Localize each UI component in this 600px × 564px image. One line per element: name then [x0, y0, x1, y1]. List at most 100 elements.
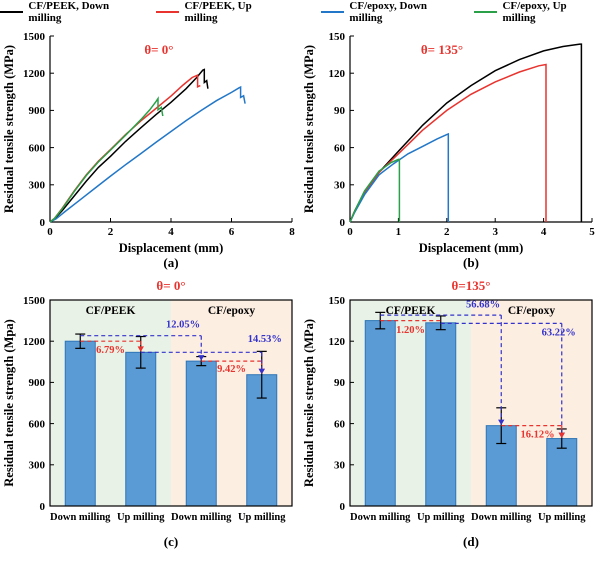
series-line [49, 96, 164, 223]
series-line [49, 85, 246, 223]
svg-text:CF/epoxy: CF/epoxy [208, 305, 256, 317]
svg-text:Up milling: Up milling [417, 512, 465, 523]
series-line [49, 68, 209, 223]
svg-text:0: 0 [347, 226, 353, 238]
axes: 0 1 2 3 4 5 0 30 60 90 120 150 [329, 31, 596, 238]
svg-text:CF/PEEK: CF/PEEK [86, 305, 136, 317]
bar [64, 340, 96, 507]
svg-text:16.12%: 16.12% [520, 429, 554, 440]
svg-text:300: 300 [29, 180, 46, 192]
bar-chart-theta-135: CF/PEEK CF/epoxy 0 30 60 90 120 150 Down milling… [302, 278, 593, 549]
legend-label: CF/PEEK, Up milling [184, 0, 252, 24]
svg-text:(b): (b) [463, 255, 479, 270]
series [349, 43, 583, 223]
svg-text:2: 2 [108, 226, 114, 238]
svg-text:14.53%: 14.53% [248, 334, 282, 345]
svg-text:Down milling: Down milling [471, 512, 532, 523]
svg-text:6.79%: 6.79% [96, 345, 125, 356]
bar [185, 360, 217, 507]
chart-grid: 0 2 4 6 8 0 300 600 900 1200 1500 Displacement (mm)… [0, 24, 600, 564]
axes: 0 30 60 90 120 150 Down milling Up milling Down … [329, 295, 587, 523]
svg-text:1200: 1200 [23, 68, 46, 80]
svg-text:5: 5 [589, 226, 595, 238]
legend-line-swatch [474, 11, 498, 13]
svg-text:θ=135°: θ=135° [452, 278, 491, 293]
svg-text:60: 60 [334, 418, 346, 430]
line-chart-theta-0: 0 2 4 6 8 0 300 600 900 1200 1500 Displacement (mm)… [2, 31, 295, 270]
svg-text:(d): (d) [463, 534, 479, 549]
svg-text:(a): (a) [163, 255, 178, 270]
svg-text:60: 60 [334, 142, 346, 154]
series-line [349, 158, 401, 223]
svg-text:4: 4 [168, 226, 174, 238]
legend-item-cfepoxy-down: CF/epoxy, Down milling [321, 0, 460, 24]
svg-text:1500: 1500 [23, 31, 46, 43]
bars [64, 333, 278, 507]
legend-item-cfpeek-down: CF/PEEK, Down milling [0, 0, 142, 24]
svg-text:Down milling: Down milling [350, 512, 411, 523]
svg-text:120: 120 [329, 68, 346, 80]
svg-text:Residual tensile strength (MP: Residual tensile strength (MPa) [2, 45, 16, 213]
svg-text:30: 30 [334, 180, 346, 192]
svg-text:3: 3 [492, 226, 498, 238]
legend-label: CF/PEEK, Down milling [28, 0, 110, 24]
svg-text:Down milling: Down milling [50, 512, 111, 523]
svg-text:600: 600 [29, 142, 46, 154]
svg-text:θ= 0°: θ= 0° [144, 42, 173, 57]
svg-text:90: 90 [334, 377, 346, 389]
svg-text:Down milling: Down milling [171, 512, 232, 523]
svg-text:120: 120 [329, 336, 346, 348]
svg-text:150: 150 [329, 31, 346, 43]
svg-text:900: 900 [29, 377, 46, 389]
legend-line-swatch [0, 11, 24, 13]
svg-text:0: 0 [340, 501, 346, 513]
legend-item-cfpeek-up: CF/PEEK, Up milling [156, 0, 285, 24]
axes: 0 300 600 900 1200 1500 Down milling Up milling… [23, 295, 286, 523]
svg-text:CF/PEEK: CF/PEEK [386, 305, 436, 317]
svg-text:2: 2 [444, 226, 450, 238]
legend-item-cfepoxy-up: CF/epoxy, Up milling [474, 0, 600, 24]
svg-text:12.05%: 12.05% [166, 319, 200, 330]
svg-text:θ= 135°: θ= 135° [421, 42, 463, 57]
svg-text:Residual tensile strength (MP: Residual tensile strength (MPa) [302, 319, 316, 487]
svg-text:0: 0 [40, 217, 46, 229]
svg-text:(c): (c) [164, 534, 178, 549]
svg-text:30: 30 [334, 460, 346, 472]
legend-line-swatch [156, 11, 180, 13]
bar [425, 322, 457, 507]
svg-text:8: 8 [289, 226, 295, 238]
svg-text:1500: 1500 [23, 295, 46, 307]
bar [364, 320, 396, 507]
legend-label: CF/epoxy, Down milling [349, 0, 428, 24]
annotations: 6.79% 12.05% 9.42% 14.53% [80, 319, 282, 375]
svg-text:0: 0 [40, 501, 46, 513]
svg-text:θ= 0°: θ= 0° [156, 278, 185, 293]
svg-text:900: 900 [29, 105, 46, 117]
bar-chart-theta-0: CF/PEEK CF/epoxy 0 300 600 900 1200 1500 Down mi… [2, 278, 293, 549]
legend: CF/PEEK, Down milling CF/PEEK, Up millin… [0, 0, 600, 24]
svg-text:600: 600 [29, 418, 46, 430]
legend-line-swatch [321, 11, 345, 13]
svg-text:1200: 1200 [23, 336, 46, 348]
svg-text:9.42%: 9.42% [217, 364, 246, 375]
bar [125, 351, 157, 507]
series-line [349, 132, 450, 223]
svg-text:0: 0 [47, 226, 53, 238]
series [49, 68, 246, 223]
svg-text:Up milling: Up milling [238, 512, 286, 523]
svg-text:Residual tensile strength (Mp: Residual tensile strength (Mpa) [2, 319, 16, 486]
svg-text:Displacement (mm): Displacement (mm) [119, 241, 224, 255]
svg-text:1: 1 [396, 226, 402, 238]
svg-text:1.20%: 1.20% [396, 325, 425, 336]
svg-text:Up milling: Up milling [538, 512, 586, 523]
svg-text:90: 90 [334, 105, 346, 117]
axes: 0 2 4 6 8 0 300 600 900 1200 1500 [23, 31, 295, 238]
line-chart-theta-135: 0 1 2 3 4 5 0 30 60 90 120 150 Displacement (mm) Resi… [302, 31, 596, 270]
svg-text:150: 150 [329, 295, 346, 307]
svg-text:6: 6 [229, 226, 235, 238]
legend-label: CF/epoxy, Up milling [502, 0, 567, 24]
annotations: 1.20% 56.68% 63.22% 16.12% [380, 300, 576, 440]
svg-text:Displacement (mm): Displacement (mm) [419, 241, 524, 255]
svg-text:CF/epoxy: CF/epoxy [508, 305, 556, 317]
